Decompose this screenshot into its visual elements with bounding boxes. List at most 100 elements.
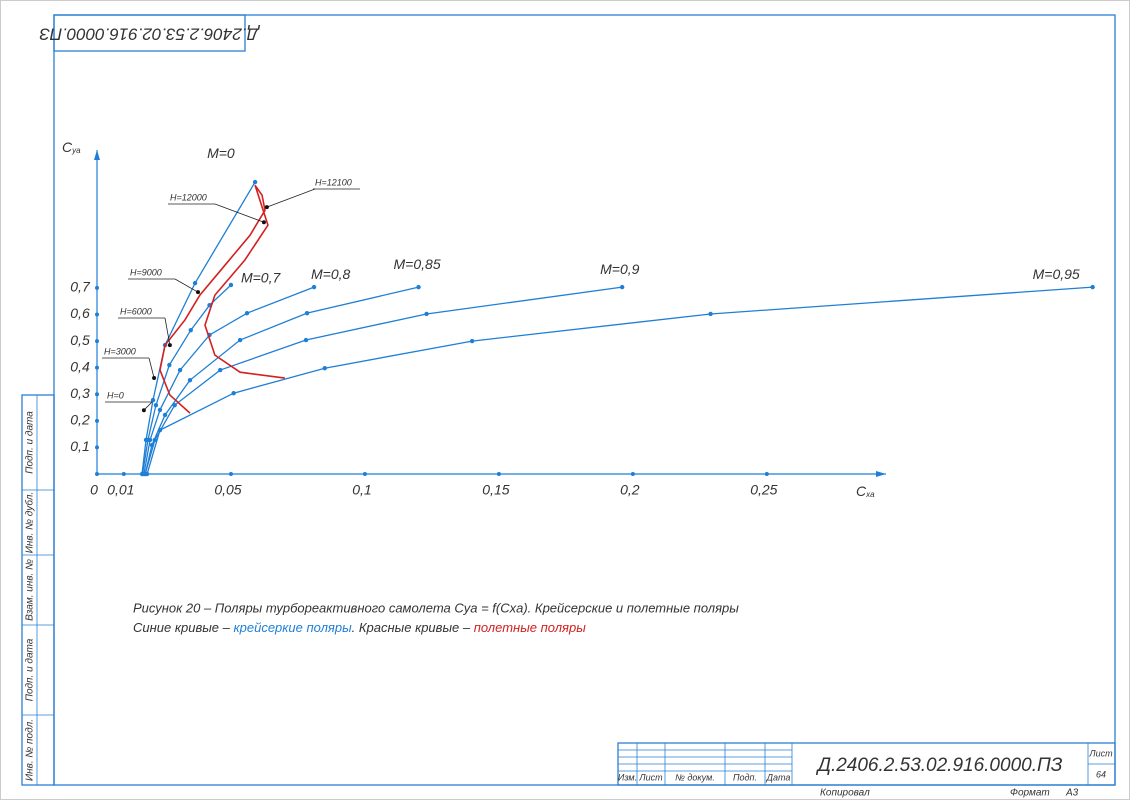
y-tick [95,285,99,290]
top-stamp [53,14,246,52]
annotation-point [264,205,269,210]
x-tick-label: 0,25 [750,482,777,498]
series-point [152,437,158,443]
y-tick [95,445,99,450]
series-point [172,402,177,408]
x-tick-label: 0,15 [482,482,509,498]
stamp-column: № докум. [675,772,715,782]
stamp-column: Изм. [618,772,637,782]
series-point [153,402,159,408]
y-tick-label: 0,7 [70,279,91,295]
series-label: M=0,95 [1033,266,1080,282]
annotation-leader [174,278,199,293]
x-tick-label: 0 [90,482,98,498]
annotation-point [152,376,157,381]
series-line [159,184,285,414]
series-label: M=0,9 [600,261,640,277]
y-tick-label: 0,1 [70,438,89,454]
annotation-label: H=9000 [130,267,162,277]
series-point [187,377,193,383]
series-point [144,471,150,477]
series-point [147,437,153,443]
y-tick [95,392,99,397]
series-point [157,407,163,413]
annotation-point [261,220,266,225]
side-strip [21,394,55,786]
y-tick-label: 0,6 [70,305,90,321]
x-tick-label: 0,2 [620,482,640,498]
side-label: Взам. инв. № [25,559,36,621]
x-tick-label: 0,1 [352,482,371,498]
side-label: Инв. № подл. [25,719,36,781]
x-tick [362,472,367,476]
y-axis-label-sub: ya [71,146,81,155]
series-point [416,284,421,290]
format-label: Формат [1010,788,1050,799]
side-label: Подп. и дата [25,638,36,701]
side-label: Инв. № дубл. [24,492,36,554]
x-tick [496,472,501,476]
caption-line-1: Рисунок 20 – Поляры турбореактивного сам… [133,600,739,615]
stamp-code: Д.2406.2.53.02.916.0000.ПЗ [816,755,1063,776]
format: А3 [1065,788,1079,799]
stamp-column: Лист [638,772,663,782]
series-point [619,284,625,290]
series-point [304,310,310,316]
series-point [218,367,223,373]
caption-blue: крейсеркие поляры [233,620,352,635]
y-tick-label: 0,4 [70,358,90,374]
annotation-label: H=12000 [170,192,207,202]
y-tick-label: 0,2 [70,412,90,428]
series-point [157,427,163,433]
x-tick-label: 0,05 [214,482,241,498]
series-point [237,337,243,343]
stamp-sheet-label: Лист [1088,748,1113,758]
series-label: M=0,7 [241,270,282,286]
series-point [303,337,309,343]
x-arrow [876,471,886,477]
series-label: M=0 [207,145,235,161]
series-point [311,284,317,290]
series-point [228,282,234,288]
series-label: M=0,8 [311,266,351,282]
annotation-label: H=0 [107,390,124,400]
annotation-label: H=3000 [104,346,136,356]
side-label: Подп. и дата [25,411,36,474]
series-point [231,390,236,396]
caption-part: . Красные кривые – [352,620,474,635]
series-label: M=0,85 [394,256,441,272]
y-tick [95,418,99,423]
series-line [141,181,256,475]
y-axis-label: Cya [62,139,81,155]
y-axis-label-main: C [62,139,73,155]
y-arrow [94,150,100,160]
series-point [167,362,172,368]
series-point [177,367,183,373]
y-tick [95,339,99,344]
series-point [252,179,258,185]
x-tick [764,472,769,476]
y-tick-label: 0,5 [70,332,90,348]
x-axis-label-sub: xa [865,490,875,499]
copied: Копировал [820,788,870,799]
annotation-point [196,290,201,295]
annotation-leader [148,357,155,379]
y-tick [95,312,99,317]
x-tick [95,472,99,476]
annotation-label: H=6000 [120,306,152,316]
stamp-column: Подп. [733,772,757,782]
stamp: Д.2406.2.53.02.916.0000.ПЗ Лист 64 [617,742,1116,786]
caption-part: Синие кривые – [133,620,233,635]
y-tick-label: 0,3 [70,385,90,401]
annotation-leader [266,188,316,208]
series-point [162,412,168,418]
y-tick [95,365,99,370]
annotation-leader [214,203,265,223]
series-point [192,280,198,286]
series-point [708,311,713,317]
series-point [150,397,156,403]
x-tick-label: 0,01 [107,482,134,498]
x-tick [630,472,635,476]
series-point [244,310,250,316]
